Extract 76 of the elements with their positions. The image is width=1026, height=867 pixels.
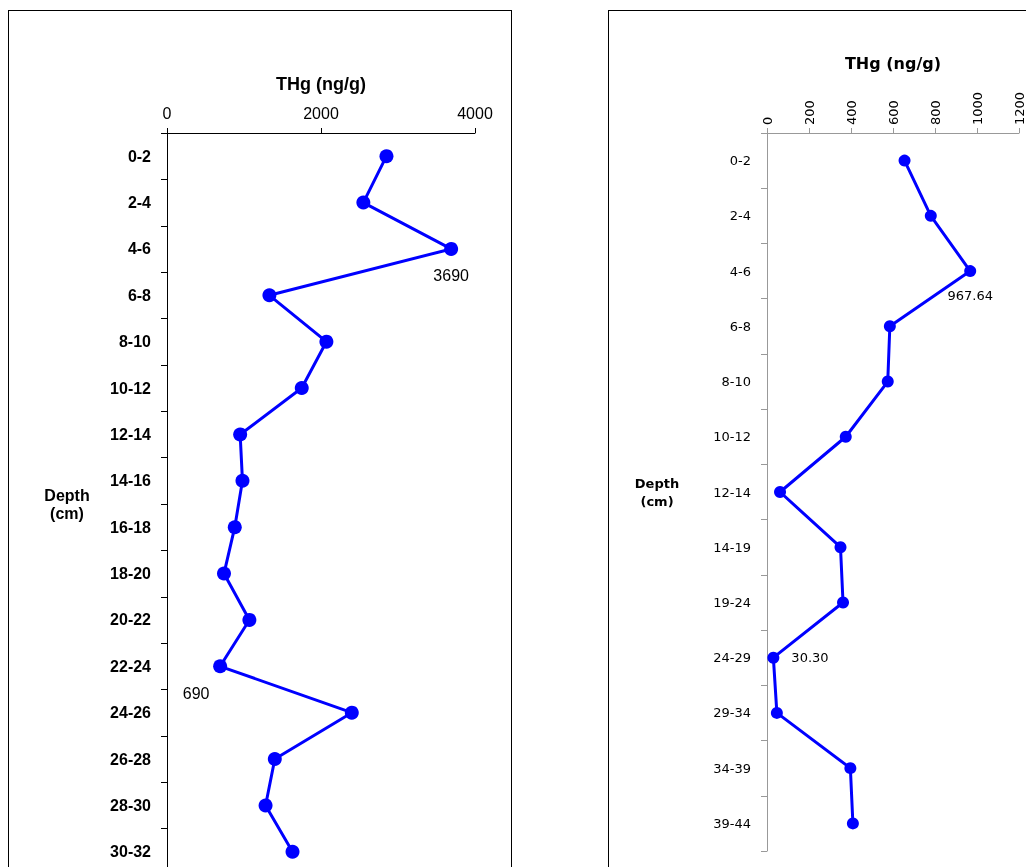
point <box>834 541 847 554</box>
point <box>233 427 248 442</box>
y-tick-label: 12-14 <box>110 425 152 443</box>
x-tick-label: 200 <box>801 100 817 125</box>
y-tick-label: 19-24 <box>713 594 751 610</box>
point <box>258 798 273 813</box>
point <box>285 844 300 859</box>
y-tick-label: 0-2 <box>729 153 751 169</box>
y-tick-label: 14-19 <box>713 539 751 555</box>
y-tick-label: 29-34 <box>713 705 751 721</box>
y-axis-title: Depth (cm) <box>44 486 90 522</box>
y-tick-label: 8-10 <box>118 333 152 351</box>
x-tick-label: 1000 <box>969 91 985 125</box>
x-axis-title: THg (ng/g) <box>276 74 366 94</box>
x-tick-label: 4000 <box>457 104 493 122</box>
point <box>839 430 852 443</box>
data-label: 690 <box>182 684 210 702</box>
y-tick-label: 0-2 <box>127 147 152 165</box>
point <box>235 473 250 488</box>
point <box>319 334 334 349</box>
point <box>846 817 859 830</box>
point <box>356 195 371 210</box>
y-tick-label: 2-4 <box>127 194 152 212</box>
point <box>964 265 977 278</box>
y-tick-label: 16-18 <box>110 518 152 536</box>
data-label: 3690 <box>433 267 470 285</box>
y-tick-label: 10-12 <box>713 429 751 445</box>
point <box>837 596 850 609</box>
point <box>924 209 937 222</box>
point <box>262 288 277 303</box>
data-label: 30.30 <box>791 650 829 666</box>
y-tick-label: 24-29 <box>713 650 751 666</box>
x-tick-label: 0 <box>162 104 172 122</box>
point <box>767 651 780 664</box>
point <box>267 752 282 767</box>
point <box>444 241 459 256</box>
point <box>227 520 242 535</box>
y-tick-label: 10-12 <box>110 379 152 397</box>
point <box>898 154 911 167</box>
x-tick-label: 0 <box>759 116 775 125</box>
y-tick-label: 12-14 <box>713 484 751 500</box>
y-tick-label: 4-6 <box>127 240 152 258</box>
point <box>774 486 787 498</box>
point <box>213 659 228 674</box>
point <box>770 706 783 719</box>
x-tick-label: 1200 <box>1011 91 1026 125</box>
y-tick-label: 18-20 <box>110 565 152 583</box>
point <box>379 149 394 164</box>
y-tick-label: 28-30 <box>110 796 152 814</box>
y-tick-label: 8-10 <box>721 374 751 390</box>
y-tick-label: 4-6 <box>729 263 751 279</box>
x-axis-title: THg (ng/g) <box>844 53 942 73</box>
y-tick-label: 39-44 <box>713 815 751 831</box>
y-tick-label: 22-24 <box>110 657 152 675</box>
x-tick-label: 800 <box>927 100 943 125</box>
y-axis-title: Depth (cm) <box>634 475 680 509</box>
y-tick-label: 14-16 <box>110 472 152 490</box>
y-tick-label: 6-8 <box>729 318 751 334</box>
data-label: 967.64 <box>947 288 993 304</box>
point <box>216 566 231 581</box>
y-tick-label: 30-32 <box>110 843 152 861</box>
y-tick-label: 26-28 <box>110 750 152 768</box>
y-tick-label: 6-8 <box>127 286 152 304</box>
point <box>881 375 894 388</box>
point <box>844 762 857 775</box>
point <box>242 612 257 627</box>
x-tick-label: 600 <box>885 100 901 125</box>
x-tick-label: 400 <box>843 100 859 125</box>
y-tick-label: 20-22 <box>110 611 152 629</box>
x-tick-label: 2000 <box>303 104 339 122</box>
y-tick-label: 24-26 <box>110 704 152 722</box>
point <box>344 705 359 720</box>
point <box>883 320 896 333</box>
point <box>294 381 309 396</box>
y-tick-label: 2-4 <box>729 208 751 224</box>
y-tick-label: 34-39 <box>713 760 751 776</box>
